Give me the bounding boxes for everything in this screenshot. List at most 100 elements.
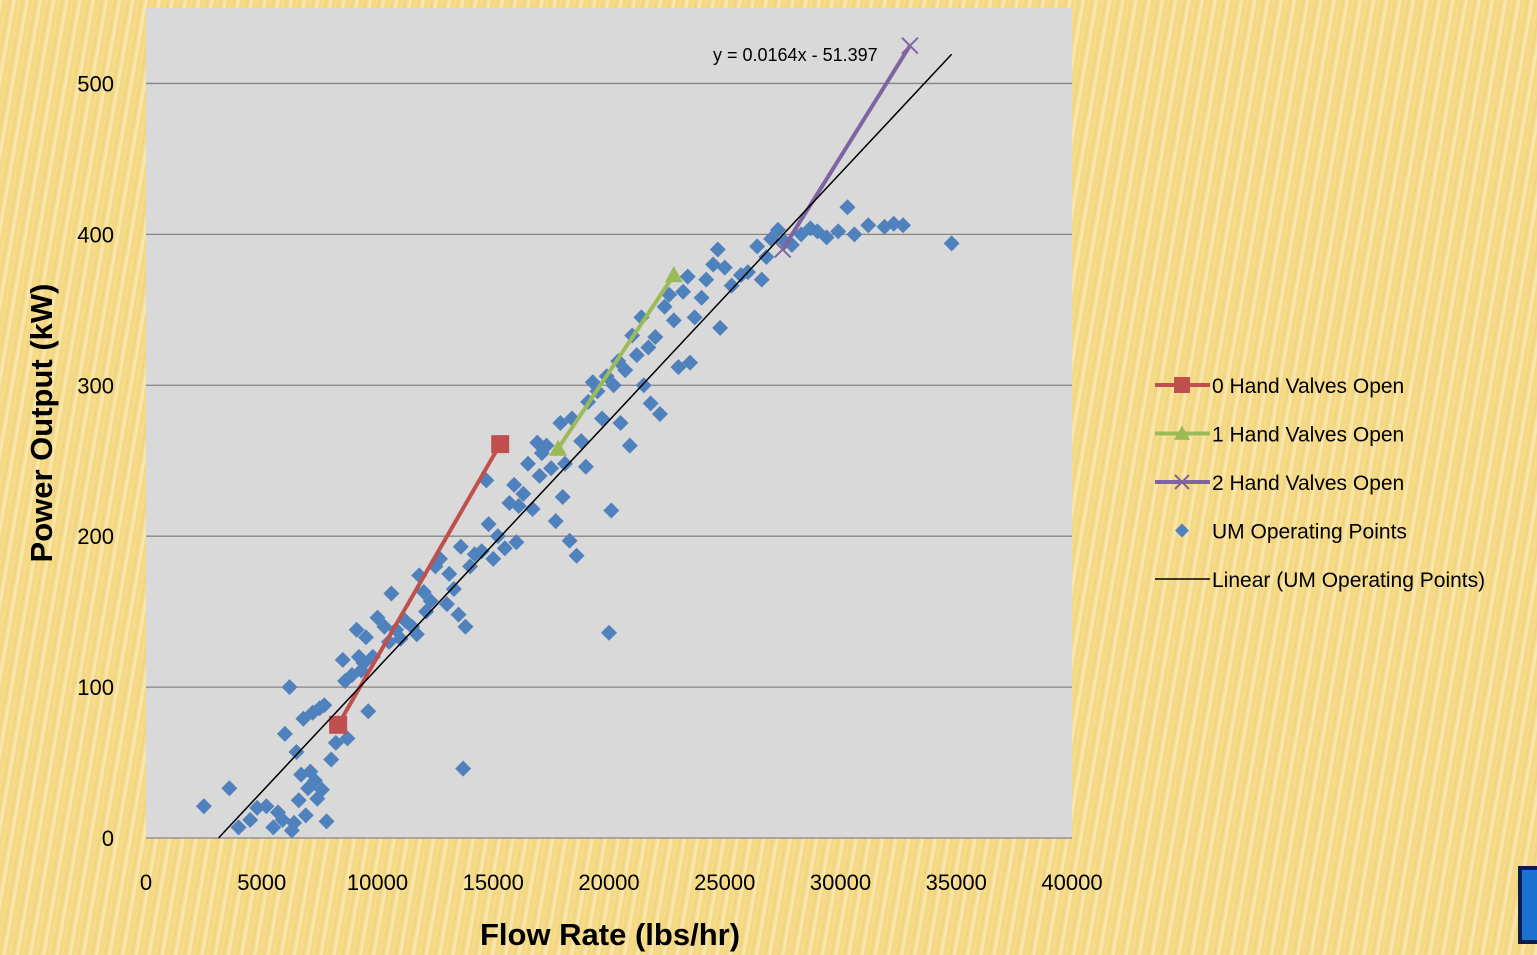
operating-point	[617, 362, 634, 379]
operating-point	[281, 679, 298, 696]
legend-marker-square	[1174, 377, 1190, 393]
gridlines	[146, 82, 1072, 839]
series-line-line-triangle	[556, 273, 676, 450]
operating-point	[561, 532, 578, 549]
operating-point	[554, 488, 571, 505]
operating-point	[242, 811, 259, 828]
operating-point	[276, 725, 293, 742]
operating-point	[450, 606, 467, 623]
operating-point	[445, 581, 462, 597]
series-marker-triangle	[549, 439, 568, 456]
x-tick-label: 25000	[694, 870, 755, 895]
operating-point	[508, 534, 525, 551]
operating-point	[473, 543, 490, 560]
operating-point	[675, 283, 692, 300]
legend-label: 0 Hand Valves Open	[1212, 375, 1404, 398]
operating-point	[679, 268, 696, 285]
x-tick-label: 15000	[463, 870, 524, 895]
operating-point	[339, 730, 356, 747]
operating-point	[531, 467, 548, 484]
series-marker-square	[329, 715, 348, 734]
trendline	[218, 53, 953, 839]
operating-point	[640, 339, 657, 356]
operating-point	[628, 347, 645, 364]
operating-point	[318, 813, 335, 830]
operating-point	[753, 271, 770, 288]
operating-point	[323, 751, 340, 768]
operating-point	[749, 238, 766, 255]
legend-item: Linear (UM Operating Points)	[1155, 569, 1485, 592]
trendline-group: y = 0.0164x - 51.397	[218, 45, 953, 839]
y-axis-ticks: 0 100 200 300 400 500	[77, 71, 114, 851]
operating-point	[642, 395, 659, 412]
operating-point	[195, 798, 212, 815]
scatter-points	[195, 199, 960, 839]
operating-point	[286, 814, 303, 831]
series-marker-triangle	[664, 266, 683, 283]
y-tick-label: 400	[77, 222, 114, 247]
operating-point	[383, 585, 400, 602]
trendline-equation: y = 0.0164x - 51.397	[713, 45, 878, 65]
y-tick-label: 500	[77, 71, 114, 96]
operating-point	[506, 476, 523, 493]
operating-point	[577, 458, 594, 475]
operating-point	[441, 565, 458, 582]
operating-point	[455, 760, 472, 777]
legend: 0 Hand Valves Open 1 Hand Valves Open 2 Ha…	[1155, 375, 1485, 592]
operating-point	[357, 629, 374, 646]
operating-point	[221, 780, 238, 797]
legend-item: 0 Hand Valves Open	[1155, 375, 1404, 398]
x-axis-title: Flow Rate (lbs/hr)	[480, 917, 740, 952]
x-tick-label: 0	[140, 870, 152, 895]
operating-point	[547, 513, 564, 530]
operating-point	[651, 405, 668, 422]
operating-point	[594, 410, 611, 427]
operating-point	[376, 618, 393, 635]
operating-point	[605, 377, 622, 394]
operating-point	[258, 798, 275, 815]
series-line-line-square	[336, 443, 502, 726]
operating-point	[457, 618, 474, 635]
operating-point	[552, 415, 569, 431]
series-lines	[329, 37, 919, 734]
slide-corner-decoration	[1518, 866, 1537, 944]
operating-point	[612, 415, 629, 431]
x-tick-label: 30000	[810, 870, 871, 895]
operating-point	[601, 624, 617, 641]
operating-point	[656, 298, 673, 315]
series-marker-x	[901, 37, 919, 55]
operating-point	[519, 455, 536, 472]
operating-point	[480, 516, 497, 533]
operating-point	[510, 498, 527, 514]
operating-point	[568, 547, 585, 564]
operating-point	[758, 249, 775, 265]
operating-point	[621, 437, 638, 454]
operating-point	[693, 289, 710, 306]
x-tick-label: 5000	[237, 870, 286, 895]
operating-point	[524, 501, 541, 518]
x-axis-ticks: 0 5000 10000 15000 20000 25000 30000 35000 40000	[140, 870, 1103, 895]
operating-point	[846, 226, 863, 243]
series-marker-x	[773, 240, 792, 259]
x-tick-label: 35000	[926, 870, 987, 895]
series-line-line-x	[780, 44, 912, 251]
operating-point	[438, 596, 455, 613]
plot-area	[146, 8, 1072, 838]
legend-marker-triangle	[1174, 425, 1190, 440]
operating-point	[348, 621, 365, 638]
operating-point	[557, 455, 574, 472]
operating-point	[538, 437, 555, 454]
legend-marker-diamond	[1175, 523, 1189, 538]
y-tick-label: 0	[102, 826, 114, 851]
operating-point	[712, 319, 729, 336]
operating-point	[943, 235, 960, 252]
operating-point	[895, 217, 912, 234]
operating-point	[670, 359, 687, 376]
y-tick-label: 200	[77, 524, 114, 549]
y-tick-label: 300	[77, 373, 114, 398]
legend-label: UM Operating Points	[1212, 521, 1407, 544]
operating-point	[860, 217, 877, 234]
operating-point	[485, 550, 502, 567]
operating-point	[313, 781, 330, 798]
